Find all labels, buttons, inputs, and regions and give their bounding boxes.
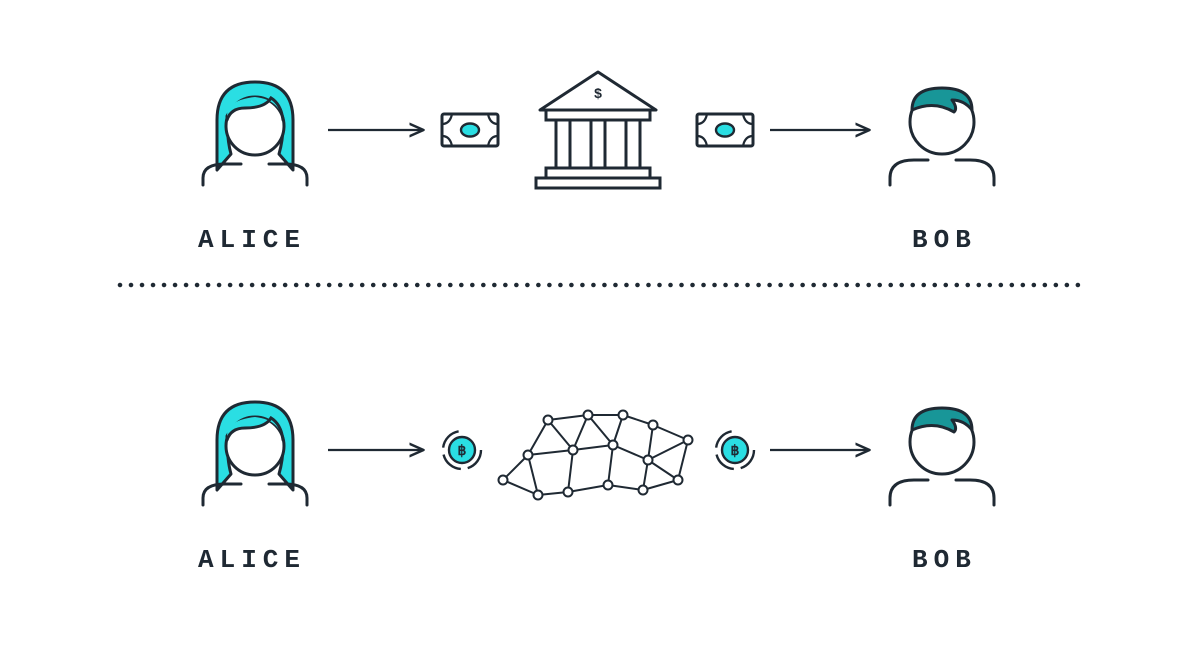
bob-label: BOB (912, 545, 977, 575)
alice-label: ALICE (198, 225, 306, 255)
money-icon (697, 114, 753, 146)
diagram-svg: $ (0, 0, 1200, 660)
svg-text:฿: ฿ (731, 442, 740, 458)
diagram-canvas: $ (0, 0, 1200, 660)
bitcoin-coin-icon: ฿ (716, 431, 754, 469)
bob-icon (890, 408, 994, 505)
alice-icon (203, 402, 307, 505)
alice-label: ALICE (198, 545, 306, 575)
mesh-network-icon (499, 411, 693, 500)
svg-text:฿: ฿ (458, 442, 467, 458)
bank-icon: $ (536, 72, 660, 188)
alice-icon (203, 82, 307, 185)
money-icon (442, 114, 498, 146)
bitcoin-coin-icon: ฿ (443, 431, 481, 469)
bob-label: BOB (912, 225, 977, 255)
svg-text:$: $ (594, 85, 602, 101)
bob-icon (890, 88, 994, 185)
